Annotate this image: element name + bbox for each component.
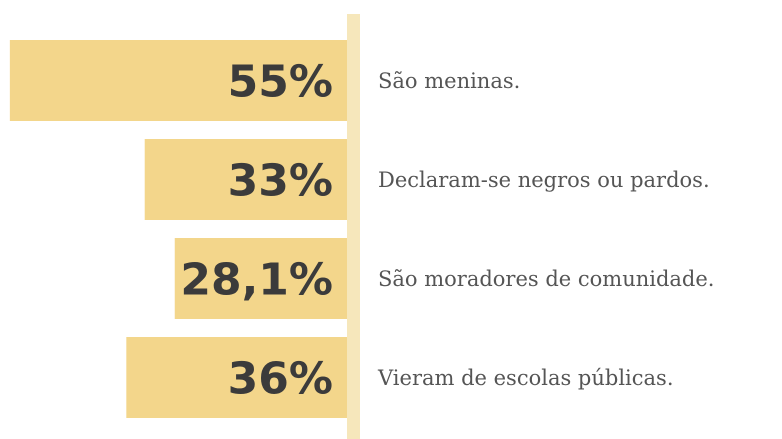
axis-bar xyxy=(347,14,360,439)
category-label: Vieram de escolas públicas. xyxy=(377,366,674,390)
value-label: 36% xyxy=(228,354,333,405)
category-label: São moradores de comunidade. xyxy=(378,267,714,291)
value-label: 28,1% xyxy=(180,255,333,306)
bar xyxy=(9,40,347,121)
bar xyxy=(144,139,347,220)
bar xyxy=(174,238,347,319)
value-label: 55% xyxy=(228,57,333,108)
category-label: Declaram-se negros ou pardos. xyxy=(378,168,710,192)
value-label: 33% xyxy=(228,156,333,207)
category-label: São meninas. xyxy=(378,69,520,93)
bar xyxy=(126,337,347,418)
